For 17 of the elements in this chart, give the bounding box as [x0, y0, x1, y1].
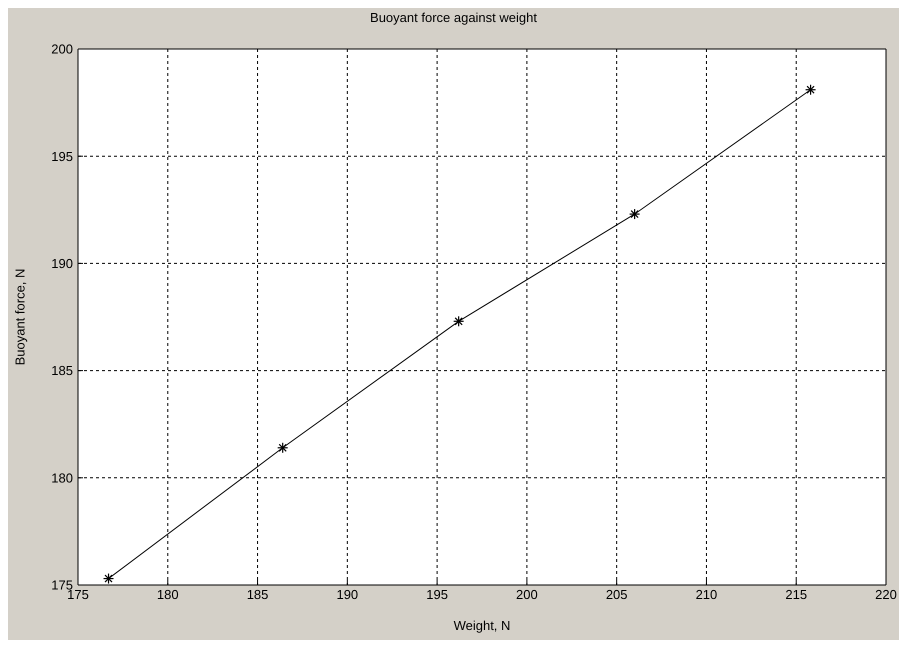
x-tick-label: 195	[426, 587, 448, 602]
x-axis-title: Weight, N	[454, 618, 510, 633]
y-tick-label: 190	[51, 256, 73, 272]
x-tick-label: 190	[336, 587, 358, 602]
y-tick-label: 180	[51, 470, 73, 486]
x-tick-label: 220	[875, 587, 897, 602]
chart-title: Buoyant force against weight	[369, 10, 538, 25]
x-tick-label: 200	[516, 587, 538, 602]
x-tick-label: 215	[785, 587, 808, 602]
x-tick-label: 180	[156, 587, 179, 602]
x-tick-label: 210	[696, 587, 718, 602]
x-tick-label: 205	[606, 587, 628, 602]
x-tick-label: 185	[246, 587, 268, 602]
y-tick-label: 185	[51, 363, 73, 378]
y-tick-label: 200	[51, 42, 73, 57]
y-tick-label: 195	[51, 148, 73, 164]
y-axis-title: Buoyant force, N	[12, 268, 28, 366]
